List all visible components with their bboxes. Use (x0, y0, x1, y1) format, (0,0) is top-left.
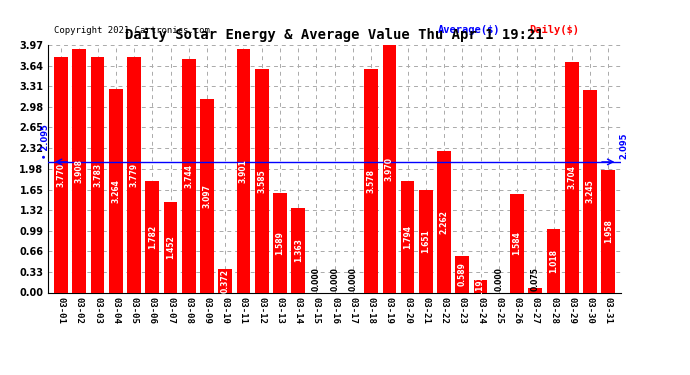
Bar (127, 57, 141, 292)
Bar (529, 288, 542, 292)
Bar (72, 49, 86, 292)
Bar (455, 256, 469, 292)
Text: 1.958: 1.958 (604, 219, 613, 243)
Text: 1.782: 1.782 (148, 225, 157, 249)
Text: 3.970: 3.970 (385, 157, 394, 181)
Bar (510, 194, 524, 292)
Text: 1.363: 1.363 (294, 238, 303, 262)
Text: 3.783: 3.783 (93, 162, 102, 187)
Bar (419, 190, 433, 292)
Text: 2.262: 2.262 (440, 210, 449, 234)
Text: 3.779: 3.779 (130, 163, 139, 187)
Text: 1.018: 1.018 (549, 249, 558, 273)
Bar (437, 152, 451, 292)
Text: 3.578: 3.578 (366, 169, 375, 193)
Bar (602, 170, 615, 292)
Bar (583, 90, 597, 292)
Text: • 2.095: • 2.095 (41, 124, 50, 159)
Text: 0.075: 0.075 (531, 267, 540, 291)
Text: 1.651: 1.651 (422, 229, 431, 253)
Bar (200, 99, 214, 292)
Bar (291, 207, 305, 292)
Text: 1.589: 1.589 (275, 231, 284, 255)
Text: 0.000: 0.000 (494, 267, 503, 291)
Bar (546, 229, 560, 292)
Text: Daily($): Daily($) (529, 25, 580, 35)
Bar (237, 49, 250, 292)
Text: 3.097: 3.097 (202, 184, 211, 208)
Text: Average($): Average($) (437, 25, 500, 35)
Text: 1.584: 1.584 (513, 231, 522, 255)
Text: 3.704: 3.704 (567, 165, 576, 189)
Bar (565, 62, 579, 292)
Bar (401, 181, 415, 292)
Title: Daily Solar Energy & Average Value Thu Apr 1 19:21: Daily Solar Energy & Average Value Thu A… (126, 28, 544, 42)
Text: 1.452: 1.452 (166, 236, 175, 259)
Bar (90, 57, 104, 292)
Text: 0.589: 0.589 (458, 262, 467, 286)
Text: 0.000: 0.000 (330, 267, 339, 291)
Text: 0.000: 0.000 (348, 267, 357, 291)
Text: Copyright 2021 Cartronics.com: Copyright 2021 Cartronics.com (54, 26, 210, 35)
Text: 2.095: 2.095 (619, 132, 628, 159)
Bar (255, 69, 268, 292)
Text: 3.245: 3.245 (586, 180, 595, 203)
Text: 0.000: 0.000 (312, 267, 321, 291)
Text: 3.585: 3.585 (257, 169, 266, 193)
Text: 0.372: 0.372 (221, 269, 230, 293)
Text: 3.744: 3.744 (184, 164, 193, 188)
Text: 3.901: 3.901 (239, 159, 248, 183)
Bar (164, 202, 177, 292)
Bar (182, 59, 195, 292)
Text: 3.908: 3.908 (75, 159, 83, 183)
Bar (382, 45, 396, 292)
Bar (55, 57, 68, 292)
Bar (218, 269, 232, 292)
Text: 3.264: 3.264 (111, 179, 120, 203)
Bar (364, 69, 378, 292)
Text: 1.794: 1.794 (403, 225, 412, 249)
Bar (273, 194, 287, 292)
Bar (146, 182, 159, 292)
Bar (474, 280, 487, 292)
Text: 0.193: 0.193 (476, 274, 485, 298)
Text: 3.770: 3.770 (57, 163, 66, 187)
Bar (109, 89, 123, 292)
